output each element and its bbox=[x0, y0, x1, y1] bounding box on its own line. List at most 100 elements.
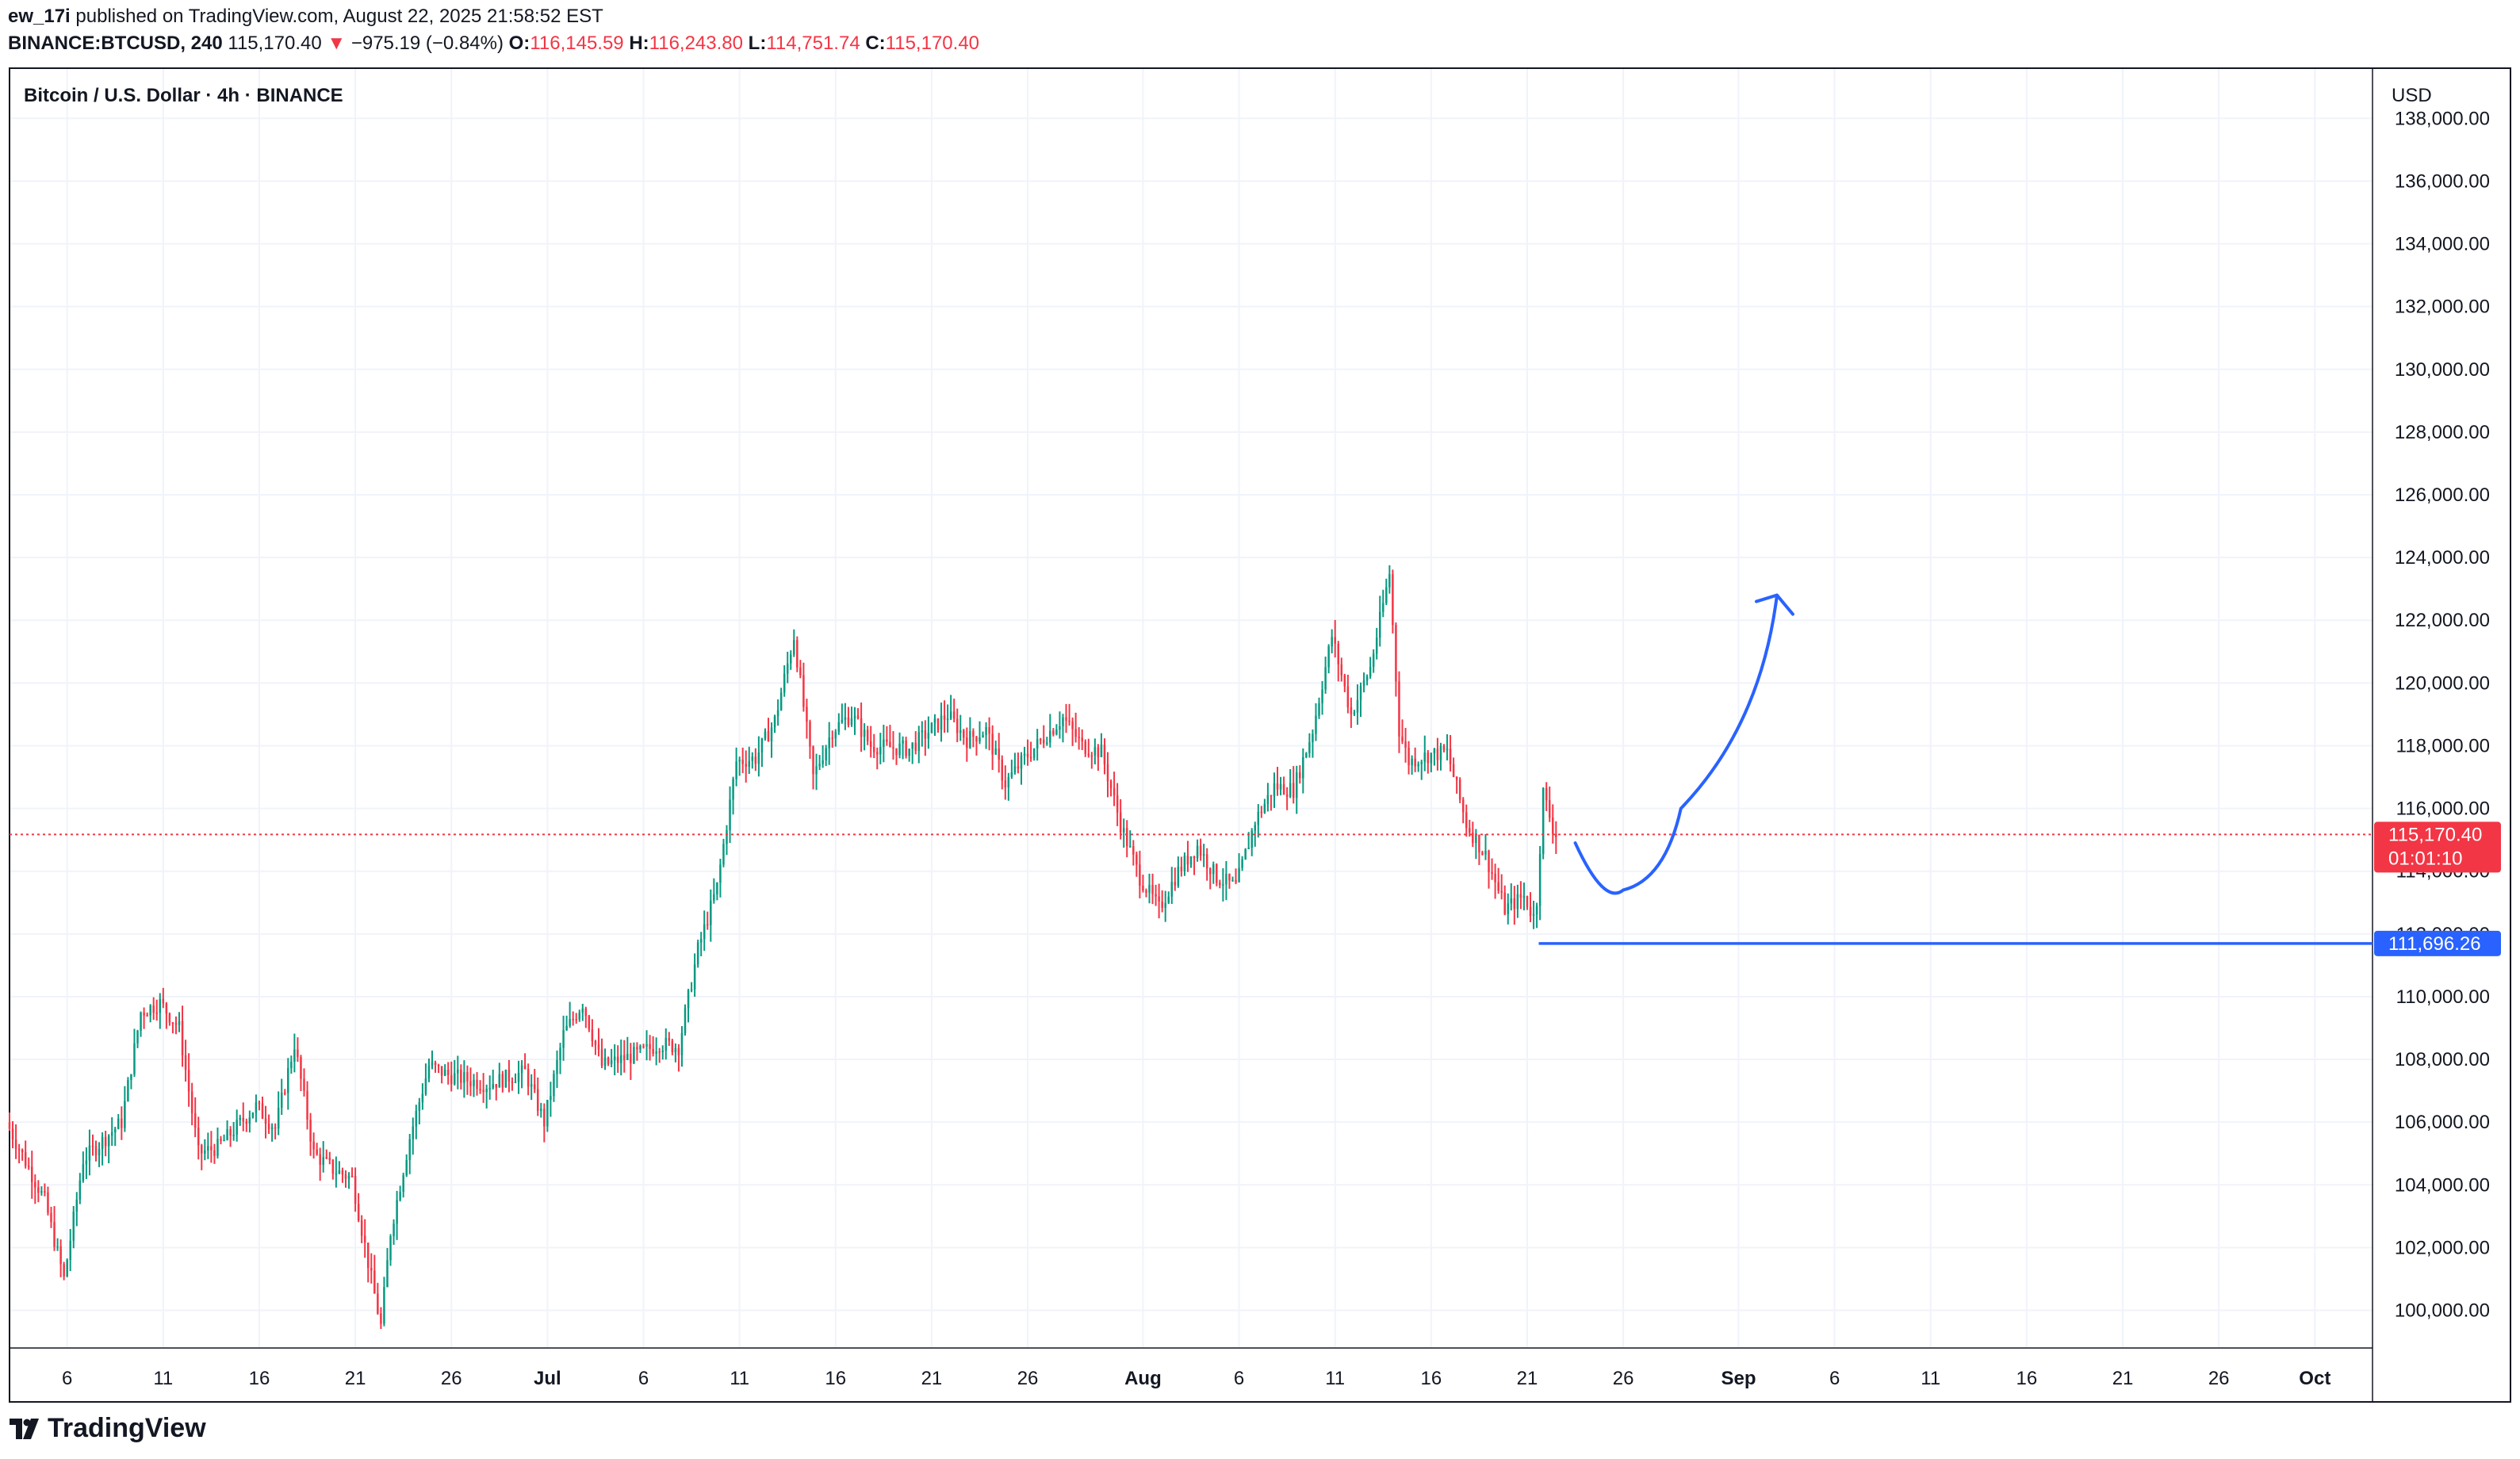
candle-body bbox=[735, 761, 737, 779]
time-tick-label: 16 bbox=[1420, 1368, 1442, 1389]
candle-body bbox=[1458, 779, 1461, 800]
candle-body bbox=[146, 1015, 148, 1017]
candle-body bbox=[450, 1074, 453, 1085]
candle-body bbox=[1196, 845, 1199, 859]
candle-body bbox=[261, 1103, 264, 1119]
candle-body bbox=[597, 1044, 600, 1050]
candle-body bbox=[520, 1065, 523, 1074]
time-axis[interactable]: 6 11 16 21 26 Jul 6 11 16 21 26 Aug 6 11 16 21 26 Sep 6 11 1… bbox=[62, 1368, 2330, 1389]
candle-body bbox=[1235, 879, 1237, 883]
candle-body bbox=[190, 1091, 193, 1113]
candle-body bbox=[270, 1127, 274, 1129]
candle-body bbox=[664, 1038, 668, 1051]
price-tick-label: 138,000.00 bbox=[2395, 108, 2490, 129]
footer-brand[interactable]: TradingView bbox=[10, 1413, 206, 1444]
candle-body bbox=[1315, 715, 1317, 734]
candle-body bbox=[1071, 721, 1074, 730]
candle-body bbox=[1532, 914, 1535, 916]
candle-body bbox=[482, 1089, 484, 1093]
candle-body bbox=[331, 1159, 335, 1174]
candle-body bbox=[239, 1117, 241, 1120]
candle-body bbox=[619, 1055, 622, 1063]
time-tick-label: 21 bbox=[345, 1368, 366, 1389]
candle-body bbox=[892, 747, 894, 749]
candle-body bbox=[309, 1120, 312, 1142]
time-tick-label: 21 bbox=[1517, 1368, 1538, 1389]
candle-body bbox=[220, 1139, 222, 1141]
candle-body bbox=[707, 924, 709, 926]
candle-body bbox=[344, 1174, 347, 1179]
candle-body bbox=[383, 1287, 385, 1324]
candle-body bbox=[1472, 833, 1474, 844]
candle-body bbox=[360, 1220, 363, 1236]
last-value: 115,170.40 bbox=[228, 33, 322, 54]
candle-body bbox=[895, 748, 898, 756]
candle-body bbox=[114, 1128, 117, 1132]
candle-body bbox=[738, 760, 741, 762]
price-axis[interactable]: 100,000.00 102,000.00 104,000.00 106,000.00… bbox=[2395, 108, 2490, 1321]
candle-body bbox=[748, 760, 751, 767]
candle-body bbox=[1023, 753, 1026, 756]
close-label: C: bbox=[865, 33, 886, 54]
low-value: 114,751.74 bbox=[766, 33, 860, 54]
tradingview-logo-icon bbox=[10, 1418, 39, 1439]
candle-body bbox=[121, 1118, 123, 1128]
candle-body bbox=[956, 718, 959, 733]
candle-body bbox=[1299, 772, 1301, 779]
candle-body bbox=[242, 1117, 245, 1122]
candle-body bbox=[1177, 866, 1180, 886]
candle-body bbox=[501, 1074, 504, 1088]
candle-body bbox=[136, 1030, 139, 1044]
candle-body bbox=[1193, 856, 1196, 859]
candle-body bbox=[1155, 894, 1157, 897]
candle-body bbox=[1353, 712, 1356, 714]
price-tick-label: 104,000.00 bbox=[2395, 1174, 2490, 1196]
candle-body bbox=[1174, 882, 1177, 886]
candle-body bbox=[193, 1112, 197, 1128]
projection-curve[interactable] bbox=[1573, 593, 1779, 895]
time-tick-label: Aug bbox=[1124, 1368, 1162, 1389]
candle-body bbox=[1552, 818, 1554, 834]
candle-body bbox=[1142, 885, 1144, 891]
candle-body bbox=[674, 1047, 677, 1052]
price-tick-label: 120,000.00 bbox=[2395, 672, 2490, 694]
brand-name: TradingView bbox=[48, 1413, 206, 1443]
candle-body bbox=[1219, 883, 1221, 886]
candle-body bbox=[63, 1264, 65, 1277]
candle-body bbox=[1382, 603, 1384, 612]
candle-body bbox=[152, 1005, 155, 1013]
candle-body bbox=[1097, 747, 1100, 757]
candle-body bbox=[850, 718, 853, 726]
candle-body bbox=[530, 1084, 533, 1087]
candle-body bbox=[1526, 895, 1529, 908]
chart-header: ew_17i published on TradingView.com, Aug… bbox=[8, 3, 979, 57]
candle-body bbox=[149, 1005, 151, 1016]
candle-body bbox=[921, 730, 924, 733]
price-tick-label: 124,000.00 bbox=[2395, 547, 2490, 569]
candle-body bbox=[322, 1157, 324, 1165]
candle-body bbox=[1001, 759, 1004, 781]
author-name[interactable]: ew_17i bbox=[8, 6, 71, 27]
candle-body bbox=[1519, 894, 1522, 898]
candle-body bbox=[91, 1145, 94, 1147]
candle-body bbox=[726, 830, 728, 844]
price-tick-label: 100,000.00 bbox=[2395, 1300, 2490, 1322]
candle-body bbox=[1065, 717, 1067, 721]
candle-body bbox=[1365, 676, 1369, 681]
candle-body bbox=[424, 1078, 427, 1094]
candle-body bbox=[613, 1056, 616, 1061]
candle-body bbox=[741, 760, 744, 764]
drawings[interactable] bbox=[1538, 593, 2373, 945]
ohlc-line: BINANCE:BTCUSD, 240 115,170.40 ▼ −975.19… bbox=[8, 30, 979, 57]
candle-body bbox=[1129, 846, 1132, 848]
price-tick-label: 118,000.00 bbox=[2396, 735, 2490, 756]
time-tick-label: 16 bbox=[249, 1368, 270, 1389]
candle-body bbox=[963, 730, 965, 738]
candle-body bbox=[847, 717, 850, 726]
last-price-text: 115,170.40 bbox=[2388, 824, 2482, 845]
candle-body bbox=[377, 1293, 379, 1314]
candle-body bbox=[581, 1008, 584, 1013]
level-price-label: 111,696.26 bbox=[2374, 930, 2501, 956]
candle-body bbox=[1068, 720, 1070, 722]
